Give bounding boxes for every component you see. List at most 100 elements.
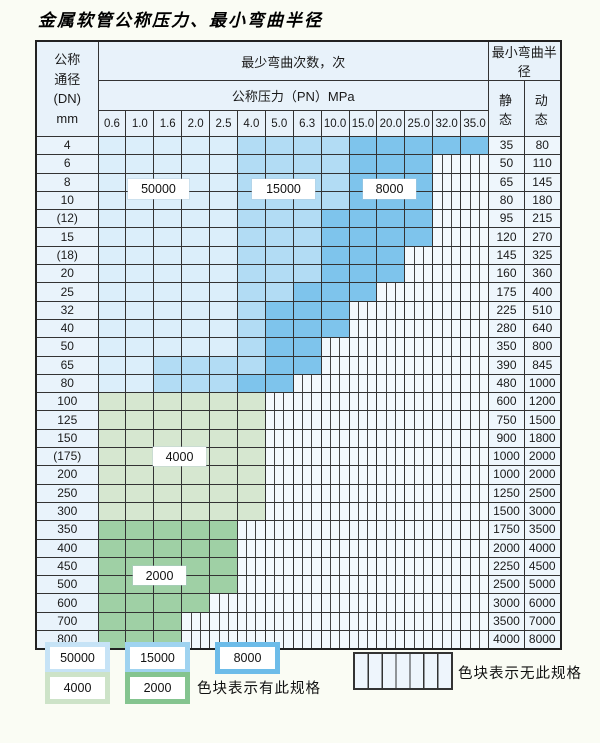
cycles-cell-15000 bbox=[236, 227, 266, 247]
cycles-cell-50000 bbox=[209, 154, 238, 174]
cycles-cell-2000 bbox=[125, 611, 155, 632]
cycles-cell-15000 bbox=[236, 300, 266, 320]
no-spec-cell bbox=[460, 318, 489, 339]
cycles-cell-8000 bbox=[320, 318, 350, 339]
static-radius-cell: 280 bbox=[487, 318, 525, 339]
cycles-cell-4000 bbox=[236, 465, 266, 485]
cycles-cell-15000 bbox=[320, 172, 350, 192]
static-radius-cell: 1500 bbox=[487, 501, 525, 522]
cycles-cell-4000 bbox=[209, 392, 238, 412]
cycles-cell-8000 bbox=[320, 209, 350, 229]
no-spec-cell bbox=[432, 392, 462, 412]
cycles-cell-2000 bbox=[209, 556, 238, 577]
dynamic-radius-cell: 1000 bbox=[523, 373, 562, 394]
cycles-cell-50000 bbox=[97, 190, 127, 211]
dn-header: 公称 通径 (DN) mm bbox=[35, 40, 99, 137]
no-spec-cell bbox=[432, 428, 462, 449]
no-spec-cell bbox=[292, 373, 322, 394]
cycles-cell-15000 bbox=[292, 245, 322, 266]
cycles-cell-50000 bbox=[125, 227, 155, 247]
dn-cell: 6 bbox=[35, 154, 99, 174]
no-spec-cell bbox=[432, 318, 462, 339]
no-spec-cell bbox=[348, 593, 378, 613]
cycles-cell-15000 bbox=[264, 227, 294, 247]
no-spec-cell bbox=[460, 428, 489, 449]
static-radius-cell: 2250 bbox=[487, 556, 525, 577]
cycles-cell-50000 bbox=[125, 355, 155, 375]
no-spec-cell bbox=[432, 154, 462, 174]
spec-table: 公称 通径 (DN) mm 最少弯曲次数，次 最小弯曲半径 公称压力（PN）MP… bbox=[35, 40, 562, 651]
no-spec-cell bbox=[460, 300, 489, 320]
cycles-cell-4000 bbox=[125, 501, 155, 522]
static-radius-cell: 50 bbox=[487, 154, 525, 174]
cycles-cell-2000 bbox=[125, 593, 155, 613]
table-row: 350 1750 3500 bbox=[35, 520, 562, 540]
page-title: 金属软管公称压力、最小弯曲半径 bbox=[38, 11, 323, 31]
dynamic-radius-cell: 4500 bbox=[523, 556, 562, 577]
no-spec-cell bbox=[432, 501, 462, 522]
cycles-cell-4000 bbox=[209, 465, 238, 485]
cycles-cell-50000 bbox=[125, 373, 155, 394]
no-spec-cell bbox=[320, 392, 350, 412]
cycles-cell-4000 bbox=[236, 483, 266, 503]
cycle-label-4000: 4000 bbox=[153, 447, 206, 466]
no-spec-cell bbox=[432, 172, 462, 192]
no-spec-cell bbox=[292, 501, 322, 522]
cycles-cell-8000 bbox=[264, 300, 294, 320]
cycles-cell-50000 bbox=[125, 300, 155, 320]
no-spec-cell bbox=[236, 520, 266, 540]
cycles-cell-50000 bbox=[209, 318, 238, 339]
table-row: 400 2000 4000 bbox=[35, 538, 562, 558]
dynamic-radius-cell: 800 bbox=[523, 337, 562, 357]
cycles-cell-15000 bbox=[320, 154, 350, 174]
no-spec-cell bbox=[376, 575, 406, 595]
cycles-cell-8000 bbox=[404, 154, 434, 174]
cycles-cell-4000 bbox=[209, 483, 238, 503]
no-spec-cell bbox=[432, 520, 462, 540]
no-spec-cell bbox=[348, 483, 378, 503]
cycles-cell-4000 bbox=[125, 465, 155, 485]
dynamic-radius-cell: 3500 bbox=[523, 520, 562, 540]
no-spec-cell bbox=[376, 465, 406, 485]
static-radius-cell: 80 bbox=[487, 190, 525, 211]
no-spec-cell bbox=[348, 538, 378, 558]
no-spec-cell bbox=[404, 410, 434, 430]
no-spec-cell bbox=[181, 611, 211, 632]
no-spec-cell bbox=[404, 355, 434, 375]
no-spec-cell bbox=[460, 373, 489, 394]
no-spec-cell bbox=[292, 392, 322, 412]
pressure-tick: 2.5 bbox=[209, 110, 238, 137]
no-spec-cell bbox=[404, 282, 434, 302]
cycles-cell-2000 bbox=[153, 611, 183, 632]
dynamic-radius-cell: 80 bbox=[523, 135, 562, 156]
dn-cell: 700 bbox=[35, 611, 99, 632]
table-body: 4 35 80 6 50 110 8 65 145 10 80 180 (12) 95 215 15 120 27… bbox=[35, 135, 562, 650]
no-spec-cell bbox=[404, 300, 434, 320]
static-radius-cell: 2000 bbox=[487, 538, 525, 558]
table-row: 100 600 1200 bbox=[35, 392, 562, 412]
cycles-cell-50000 bbox=[125, 209, 155, 229]
cycles-cell-50000 bbox=[97, 264, 127, 284]
no-spec-cell bbox=[320, 538, 350, 558]
static-radius-cell: 35 bbox=[487, 135, 525, 156]
no-spec-cell bbox=[348, 465, 378, 485]
no-spec-cell bbox=[236, 538, 266, 558]
table-row: 6 50 110 bbox=[35, 154, 562, 174]
cycles-cell-2000 bbox=[125, 520, 155, 540]
cycles-cell-4000 bbox=[153, 483, 183, 503]
no-spec-cell bbox=[320, 373, 350, 394]
dynamic-radius-cell: 145 bbox=[523, 172, 562, 192]
table-row: 4 35 80 bbox=[35, 135, 562, 156]
no-spec-cell bbox=[432, 465, 462, 485]
cycles-cell-4000 bbox=[181, 428, 211, 449]
static-radius-cell: 145 bbox=[487, 245, 525, 266]
cycles-cell-8000 bbox=[292, 282, 322, 302]
cycles-cell-8000 bbox=[348, 282, 378, 302]
cycles-cell-15000 bbox=[181, 373, 211, 394]
no-spec-cell bbox=[432, 190, 462, 211]
no-spec-cell bbox=[376, 447, 406, 467]
no-spec-cell bbox=[348, 501, 378, 522]
cycles-cell-50000 bbox=[209, 227, 238, 247]
cycle-label-50000: 50000 bbox=[128, 179, 189, 199]
